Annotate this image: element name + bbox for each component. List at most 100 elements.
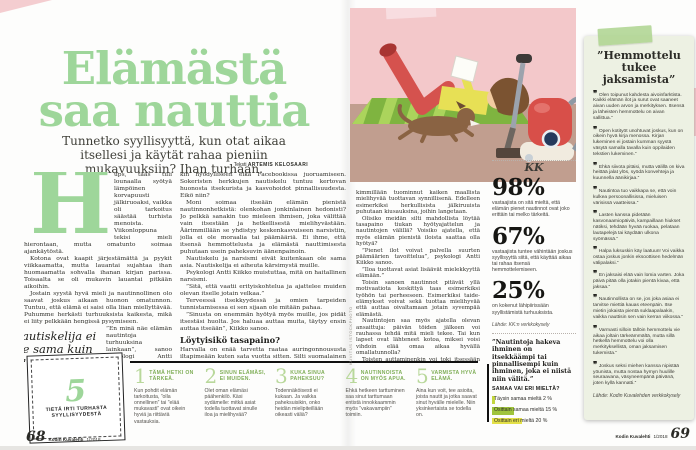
tip-header: 3 KUKA SINUA PAHEKSUU? xyxy=(275,364,337,388)
body-paragraph: Jostain syystä hyvä mieli ja nautinnolli… xyxy=(24,291,172,325)
quote-mark-icon: ❞ xyxy=(593,87,598,98)
tip-number: 4 xyxy=(345,364,359,388)
poll-option-label: Osittain samaa mieltä 15 % xyxy=(494,407,558,414)
tip-header: 2 SINUN ELÄMÄSI, EI MUIDEN. xyxy=(205,366,267,386)
paragraph-list: kin hyödylliseen eikä Facebookissa juoru… xyxy=(180,172,346,333)
tip-text: Aina kun voit, tee asioita, joista nauti… xyxy=(416,387,477,419)
paragraph-list: Viikonloppuna tekisi mieli hierontaan, m… xyxy=(24,228,172,326)
poll-legend: Täysin samaa mieltä 2 % Osittain samaa m… xyxy=(492,396,576,424)
kk-script-mark: KK xyxy=(524,161,544,174)
byline: Teksti ARTEMIS KELOSAARI xyxy=(40,162,308,168)
reader-quote-text: Lasten kanssa pidetään kasvonaamiopäiviä… xyxy=(593,213,681,242)
poll-prompt: SAMAA VAI ERI MIELTÄ? xyxy=(492,386,560,393)
byline-prefix: Teksti xyxy=(233,162,247,168)
tip-item: 2 SINUN ELÄMÄSI, EI MUIDEN. Olet oman el… xyxy=(204,366,267,446)
reader-quote: ❞ Halpa luksuskin käy laatuun! Voi vaikka… xyxy=(593,244,685,267)
quote-mark-icon: ❞ xyxy=(593,322,598,333)
poll-bar xyxy=(492,396,495,404)
reader-quote-text: Nautintoa tuo vaikkapa se, että voin kul… xyxy=(593,188,677,206)
stats-column: KK 98% vastaajista on sitä mieltä, että … xyxy=(492,160,576,424)
issue-number: 1/2018 xyxy=(653,434,668,439)
reader-quote: ❞ Lasten kanssa pidetään kasvonaamiopäivi… xyxy=(593,209,685,243)
body-paragraph: ”Iloa tuottavat asiat lisäävät mielekkyy… xyxy=(356,266,480,280)
quote-mark-icon: ❞ xyxy=(593,268,598,279)
corner-accent xyxy=(0,0,52,13)
page-number: 69 xyxy=(670,426,690,442)
reader-quote-text: Halpa luksuskin käy laatuun! Voi vaikka … xyxy=(593,249,685,266)
stat-item: 25% on kokenut lähipiirissään syyllistäm… xyxy=(492,279,576,315)
poll-bar xyxy=(492,418,522,424)
tips-divider-rule xyxy=(130,361,478,363)
body-paragraph: Toisten auttaminenkin voi toki itsessään… xyxy=(362,356,480,362)
tip-header: 4 NAUTINNOISTA ON MYÖS APUA. xyxy=(345,364,408,388)
reader-quote: ❞ Nautinnollista on se, jos joka asiaa ei… xyxy=(593,293,685,321)
body-paragraph: Moni soimaa itseään elämän pienistä naut… xyxy=(180,200,346,255)
poll-option: Täysin samaa mieltä 2 % xyxy=(492,396,576,404)
tip-text: Todennäköisesti ei kukaan. Ja vaikka pah… xyxy=(275,387,324,419)
tip-number: 1 xyxy=(134,364,147,388)
body-paragraph: Terveessä itsekkyydessä ja omien tarpeid… xyxy=(180,298,346,311)
body-paragraph: Nautintojen saa myös ajatella olevan ans… xyxy=(356,318,480,357)
sidebar-source: Lähde: Kodin Kuvalehden verkkokysely xyxy=(593,393,681,400)
reader-quote-text: Ehkä siivota pitäisi, mutta välillä on k… xyxy=(593,164,685,182)
stat-value: 67% xyxy=(492,222,545,250)
tip-header: 1 TÄMÄ HETKI ON TÄRKEÄ. xyxy=(134,364,196,388)
person-reading xyxy=(379,43,530,116)
tip-title: SINUN ELÄMÄSI, EI MUIDEN. xyxy=(219,370,266,382)
reader-quote: ❞ Open kotityöt unohtuvat joskus, kun on … xyxy=(593,125,685,159)
stat-item: 67% vastaajista tuntee vähintään joskus … xyxy=(492,225,576,274)
body-column-2: kin hyödylliseen eikä Facebookissa juoru… xyxy=(180,172,346,362)
stat-value: 25% xyxy=(492,277,545,305)
body-paragraph: Psykologi Antti Kiikko muistuttaa, mitä … xyxy=(180,270,346,283)
body-paragraph: kin hyödylliseen eikä Facebookissa juoru… xyxy=(180,172,346,199)
reader-quote-text: Joskus seksi miehen kanssa nipistää yöun… xyxy=(593,363,680,387)
vertical-rule xyxy=(487,364,489,422)
poll-block: ”Nautintoja hakeva ihminen on itsekkäämp… xyxy=(492,332,576,424)
standfirst: Tunnetko syyllisyyttä, kun otat aikaa it… xyxy=(62,134,286,176)
page-number: 68 xyxy=(26,429,46,445)
page-title: Elämästä saa nauttia xyxy=(34,46,314,133)
title-line-1: Elämästä xyxy=(61,42,288,95)
quote-mark-icon: ❞ xyxy=(593,159,598,170)
body-paragraph: Olisiko meidän silti mahdollista löytää … xyxy=(356,215,480,248)
reader-quote-text: Open kotityöt unohtuvat joskus, kun on o… xyxy=(593,128,684,158)
tip-text: Olet oman elämäsi päähenkilö. Käsi sydäm… xyxy=(204,387,258,419)
tip-item: 5 VARMISTA HYVÄ ELÄMÄ. Aina kun voit, te… xyxy=(416,364,478,446)
body-paragraph: ups, taas tuli lounaalla syötyä lämpöine… xyxy=(114,172,172,227)
tip-item: 4 NAUTINNOISTA ON MYÖS APUA. Ehkä hetkee… xyxy=(345,364,408,446)
poll-question: ”Nautintoja hakeva ihminen on itsekkäämp… xyxy=(492,338,572,383)
body-paragraph: ”Sinusta on enemmän hyötyä myös muille, … xyxy=(180,312,346,332)
reader-quote: ❞ Ehkä siivota pitäisi, mutta välillä on … xyxy=(593,159,685,183)
stat-caption: vastaajista tuntee vähintään joskus syyl… xyxy=(492,248,573,274)
tip-text: Ehkä hetkeen tarttuminen saa sinut tartt… xyxy=(345,387,405,419)
stamp-number: 5 xyxy=(64,373,87,410)
dotted-rule xyxy=(492,160,576,161)
byline-name: ARTEMIS KELOSAARI xyxy=(247,162,308,168)
paragraph-list: kimmillään tuominnut kaiken maallista mi… xyxy=(356,190,480,362)
five-ways-stamp-inner: 5 TIETÄ IRTI TURHASTA SYYLLISYYDESTÄ xyxy=(30,356,122,440)
quote-mark-icon: ❞ xyxy=(593,244,598,255)
illustration xyxy=(350,8,576,182)
stats-source: Lähde: KK:n verkkokysely xyxy=(492,321,550,328)
body-paragraph: ”Pienet ilot voivat palvella suurten pää… xyxy=(356,247,480,267)
tip-item: 1 TÄMÄ HETKI ON TÄRKEÄ. Kun pohdit elämä… xyxy=(134,364,196,446)
poll-bar xyxy=(492,407,514,415)
tip-text: Kun pohdit elämän tarkoitusta, ”olla onn… xyxy=(134,387,186,425)
body-paragraph: Nautiskelu ja narsismi eivät kuitenkaan … xyxy=(180,256,346,269)
stat-value: 98% xyxy=(492,174,545,201)
tip-number: 5 xyxy=(416,364,429,388)
tip-title: KUKA SINUA PAHEKSUU? xyxy=(290,370,325,382)
reader-quote-text: En jaksaisi elää vain lomia varten. Joka… xyxy=(593,273,685,291)
dog xyxy=(397,101,480,143)
body-paragraph: Viikonloppuna tekisi mieli hierontaan, m… xyxy=(24,228,172,255)
reader-quote: ❞ En jaksaisi elää vain lomia varten. Jok… xyxy=(593,268,685,291)
tip-number: 3 xyxy=(275,364,288,388)
reader-quote: ❞ Varmasti silloin tällöin hemmottelu vie… xyxy=(593,322,685,358)
tip-title: TÄMÄ HETKI ON TÄRKEÄ. xyxy=(149,370,194,382)
vacuum-cleaner xyxy=(496,54,576,162)
tip-title: VARMISTA HYVÄ ELÄMÄ. xyxy=(431,370,477,382)
body-paragraph: ”Sitä, että vaatii erityiskohtelua ja aj… xyxy=(180,284,346,297)
body-paragraph: kimmillään tuominnut kaiken maallista mi… xyxy=(356,190,480,216)
body-column-1: H ups, taas tuli lounaalla syötyä lämpöi… xyxy=(24,172,172,362)
tape-accent xyxy=(385,8,437,20)
